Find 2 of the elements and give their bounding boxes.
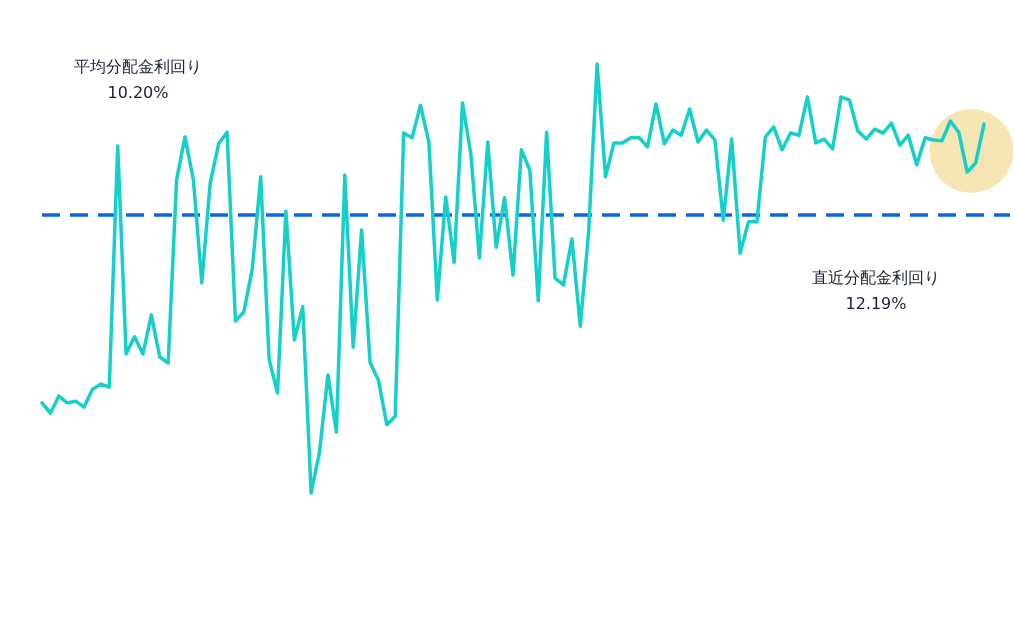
annotation: 平均分配金利回り 10.20% [74, 57, 202, 102]
annotation: 直近分配金利回り 12.19% [812, 268, 940, 313]
